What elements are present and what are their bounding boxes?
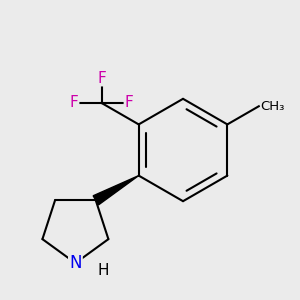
Text: H: H xyxy=(97,263,109,278)
Text: F: F xyxy=(97,71,106,86)
Text: F: F xyxy=(124,95,133,110)
Polygon shape xyxy=(93,176,139,205)
Text: F: F xyxy=(70,95,79,110)
Text: CH₃: CH₃ xyxy=(260,100,285,113)
Text: N: N xyxy=(69,254,82,272)
